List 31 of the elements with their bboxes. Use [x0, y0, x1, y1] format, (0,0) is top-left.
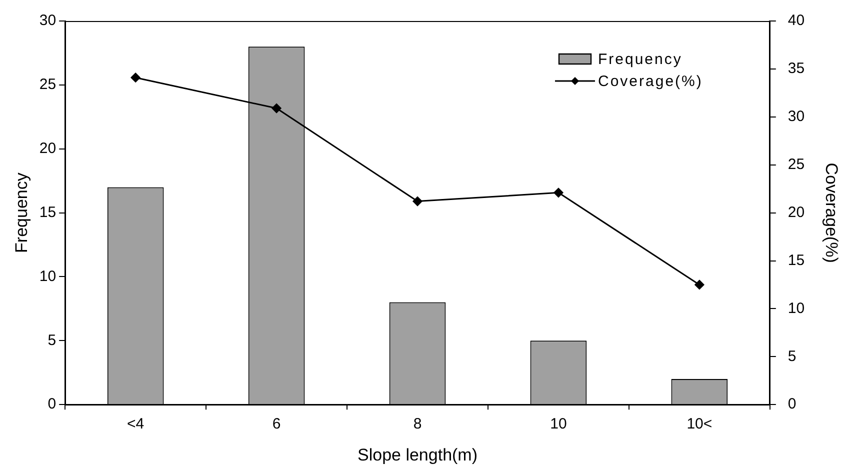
y-tick-label: 30: [39, 12, 56, 30]
y2-tick-label: 30: [788, 108, 805, 126]
y2-tick-label: 5: [788, 348, 796, 365]
y2-tick-label: 35: [788, 60, 805, 78]
x-tick-label: 8: [413, 416, 422, 433]
point: [412, 196, 422, 206]
point: [272, 104, 282, 114]
legend-label: Frequency: [598, 50, 682, 68]
y2-tick-label: 0: [788, 396, 796, 413]
x-tick-label: <4: [127, 416, 144, 433]
y2-tick-label: 20: [788, 204, 805, 221]
y2-tick-label: 10: [788, 300, 805, 317]
y2-tick-label: 15: [788, 252, 805, 269]
x-tick-label: 10: [550, 416, 567, 433]
y-tick-label: 5: [48, 332, 56, 349]
y-tick-label: 0: [48, 396, 56, 413]
x-tick-label: 6: [272, 416, 281, 433]
point: [554, 188, 564, 198]
x-axis-title: Slope length(m): [357, 445, 478, 464]
point: [694, 280, 704, 290]
point: [130, 72, 140, 82]
y2-axis-title: Coverage(%): [822, 162, 842, 263]
y-tick-label: 15: [39, 204, 56, 221]
y2-tick-label: 40: [788, 12, 805, 30]
y2-tick-label: 25: [788, 156, 805, 173]
y-tick-label: 10: [39, 268, 56, 285]
y-tick-label: 25: [39, 76, 56, 94]
legend-label: Coverage(%): [598, 72, 703, 90]
x-tick-label: 10<: [686, 416, 712, 433]
y-tick-label: 20: [39, 140, 56, 158]
y-axis-title: Frequency: [12, 172, 31, 253]
